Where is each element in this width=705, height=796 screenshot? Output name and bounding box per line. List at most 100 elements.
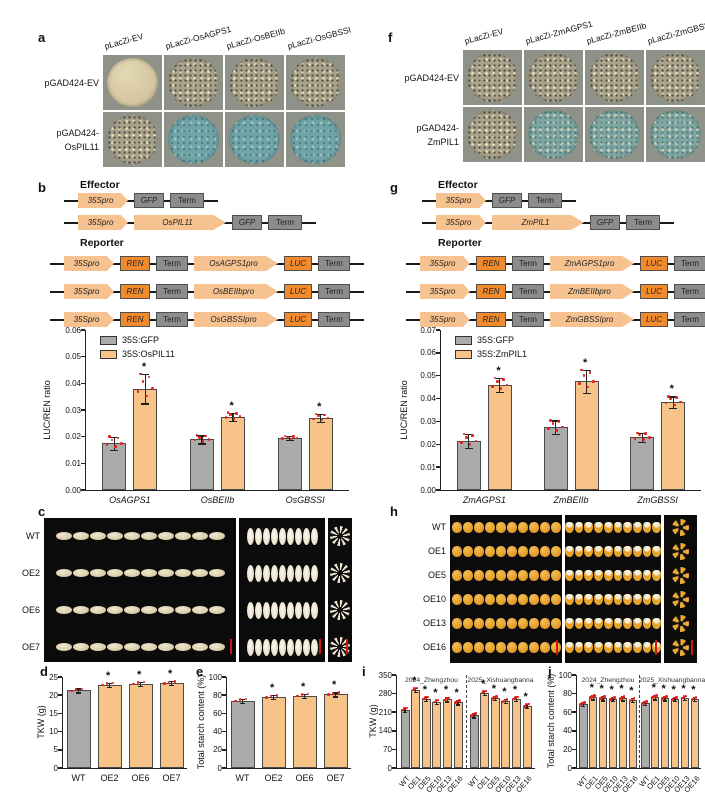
error-bar-cap xyxy=(138,685,143,687)
significance-star: * xyxy=(691,684,696,697)
seed xyxy=(174,643,191,651)
error-bar-cap xyxy=(169,685,174,687)
seed xyxy=(623,521,632,533)
seed xyxy=(106,532,123,540)
effector-row: 35Spro GFP Term xyxy=(422,193,576,208)
data-point-dot xyxy=(447,696,451,700)
error-bar-cap xyxy=(672,701,677,703)
y-tick-label: 20 xyxy=(213,745,222,755)
seed-row xyxy=(565,521,661,533)
error-bar-cap xyxy=(525,703,529,705)
seed xyxy=(506,641,517,653)
error-bar-cap xyxy=(141,403,150,405)
y-tick-label: 0.00 xyxy=(65,485,81,495)
bar-OE13 xyxy=(618,698,628,768)
seed-subpanel xyxy=(664,515,697,663)
error-bar xyxy=(201,435,203,444)
x-tick-label: OE6 xyxy=(131,773,150,783)
significance-star: * xyxy=(629,685,634,698)
seed xyxy=(55,643,72,651)
plate-cell xyxy=(286,112,345,167)
seed-row xyxy=(565,593,661,605)
error-bar-cap xyxy=(229,420,237,422)
bar-OE5 xyxy=(421,698,431,768)
construct-segment-arrow: OsGBSSIpro xyxy=(194,312,278,327)
panel-d-label: d xyxy=(40,664,48,679)
error-bar-cap xyxy=(107,682,112,684)
error-bar-cap xyxy=(285,440,294,442)
seed xyxy=(613,521,623,533)
chart-j: 0 20 40 60 80 100 2024_Zhengzhou WT * OE1 * OE5 * OE1… xyxy=(559,671,705,795)
x-tick-label: WT xyxy=(235,773,250,783)
seed xyxy=(539,545,550,557)
construct-segment-gbox: Term xyxy=(318,284,350,299)
legend-swatch xyxy=(455,349,472,359)
y-tick-label: 0.04 xyxy=(420,394,436,404)
construct-segment-label: 35Spro xyxy=(73,287,100,296)
error-bar xyxy=(468,434,470,448)
data-point-dot xyxy=(204,434,207,438)
seed xyxy=(565,617,574,629)
data-point-dot xyxy=(516,695,520,699)
construct-segment-obox: LUC xyxy=(284,256,312,271)
data-point-dot xyxy=(632,697,636,700)
construct-segment-gbox: GFP xyxy=(492,193,522,208)
seed-row xyxy=(450,593,562,605)
y-tick-label: 25 xyxy=(49,672,58,682)
data-point-dot xyxy=(643,700,646,704)
data-point-dot xyxy=(661,697,664,700)
seed xyxy=(574,521,584,533)
error-bar xyxy=(526,703,528,708)
yeast-plate xyxy=(588,109,641,160)
seed xyxy=(632,569,642,581)
y-tick-label: 280 xyxy=(378,689,392,699)
seed xyxy=(484,641,495,653)
data-point-dot xyxy=(501,700,505,703)
construct-segment-obox: LUC xyxy=(284,312,312,327)
y-tick-mark xyxy=(572,730,576,732)
y-tick-mark xyxy=(222,749,226,751)
data-point-dot xyxy=(458,699,461,703)
data-point-dot xyxy=(74,688,78,691)
data-point-dot xyxy=(474,712,477,716)
significance-star: * xyxy=(589,682,594,695)
bar-OE10 xyxy=(670,699,680,768)
data-point-dot xyxy=(426,695,429,699)
y-tick-mark xyxy=(392,692,396,695)
construct-segment-label: 35Spro xyxy=(87,218,114,227)
seed-row xyxy=(450,641,562,653)
seed-row-label: WT xyxy=(26,531,40,541)
yeast-plate xyxy=(289,114,342,165)
seed xyxy=(140,532,157,540)
error-bar-cap xyxy=(138,681,143,683)
seed xyxy=(89,606,106,614)
y-tick-label: 0.06 xyxy=(65,325,81,335)
data-point-dot xyxy=(484,689,488,693)
seed xyxy=(294,564,302,582)
error-bar xyxy=(612,697,614,702)
error-bar-cap xyxy=(582,370,591,372)
error-bar-cap xyxy=(76,692,81,694)
y-tick-label: 10 xyxy=(49,727,58,737)
error-bar-cap xyxy=(551,420,560,422)
scale-bar xyxy=(345,639,348,654)
chart-legend: 35S:GFP 35S:ZmPIL1 xyxy=(455,335,527,359)
y-tick-mark xyxy=(436,397,440,400)
error-bar xyxy=(320,414,322,422)
data-point-dot xyxy=(512,697,515,701)
error-bar-cap xyxy=(638,432,647,435)
seed-row xyxy=(44,532,236,540)
data-point-dot xyxy=(147,375,151,379)
construct-segment-label: ZmBEIIbpro xyxy=(568,287,611,296)
seed xyxy=(286,527,294,545)
error-bar-cap xyxy=(76,688,81,690)
seed xyxy=(473,617,484,629)
data-point-dot xyxy=(644,432,648,436)
error-bar xyxy=(272,695,275,700)
plate-cell xyxy=(225,55,284,110)
y-tick-mark xyxy=(392,674,396,676)
data-point-dot xyxy=(493,695,496,699)
data-point-dot xyxy=(401,708,404,712)
seed xyxy=(632,641,642,653)
construct-segment-obox: REN xyxy=(476,256,506,271)
